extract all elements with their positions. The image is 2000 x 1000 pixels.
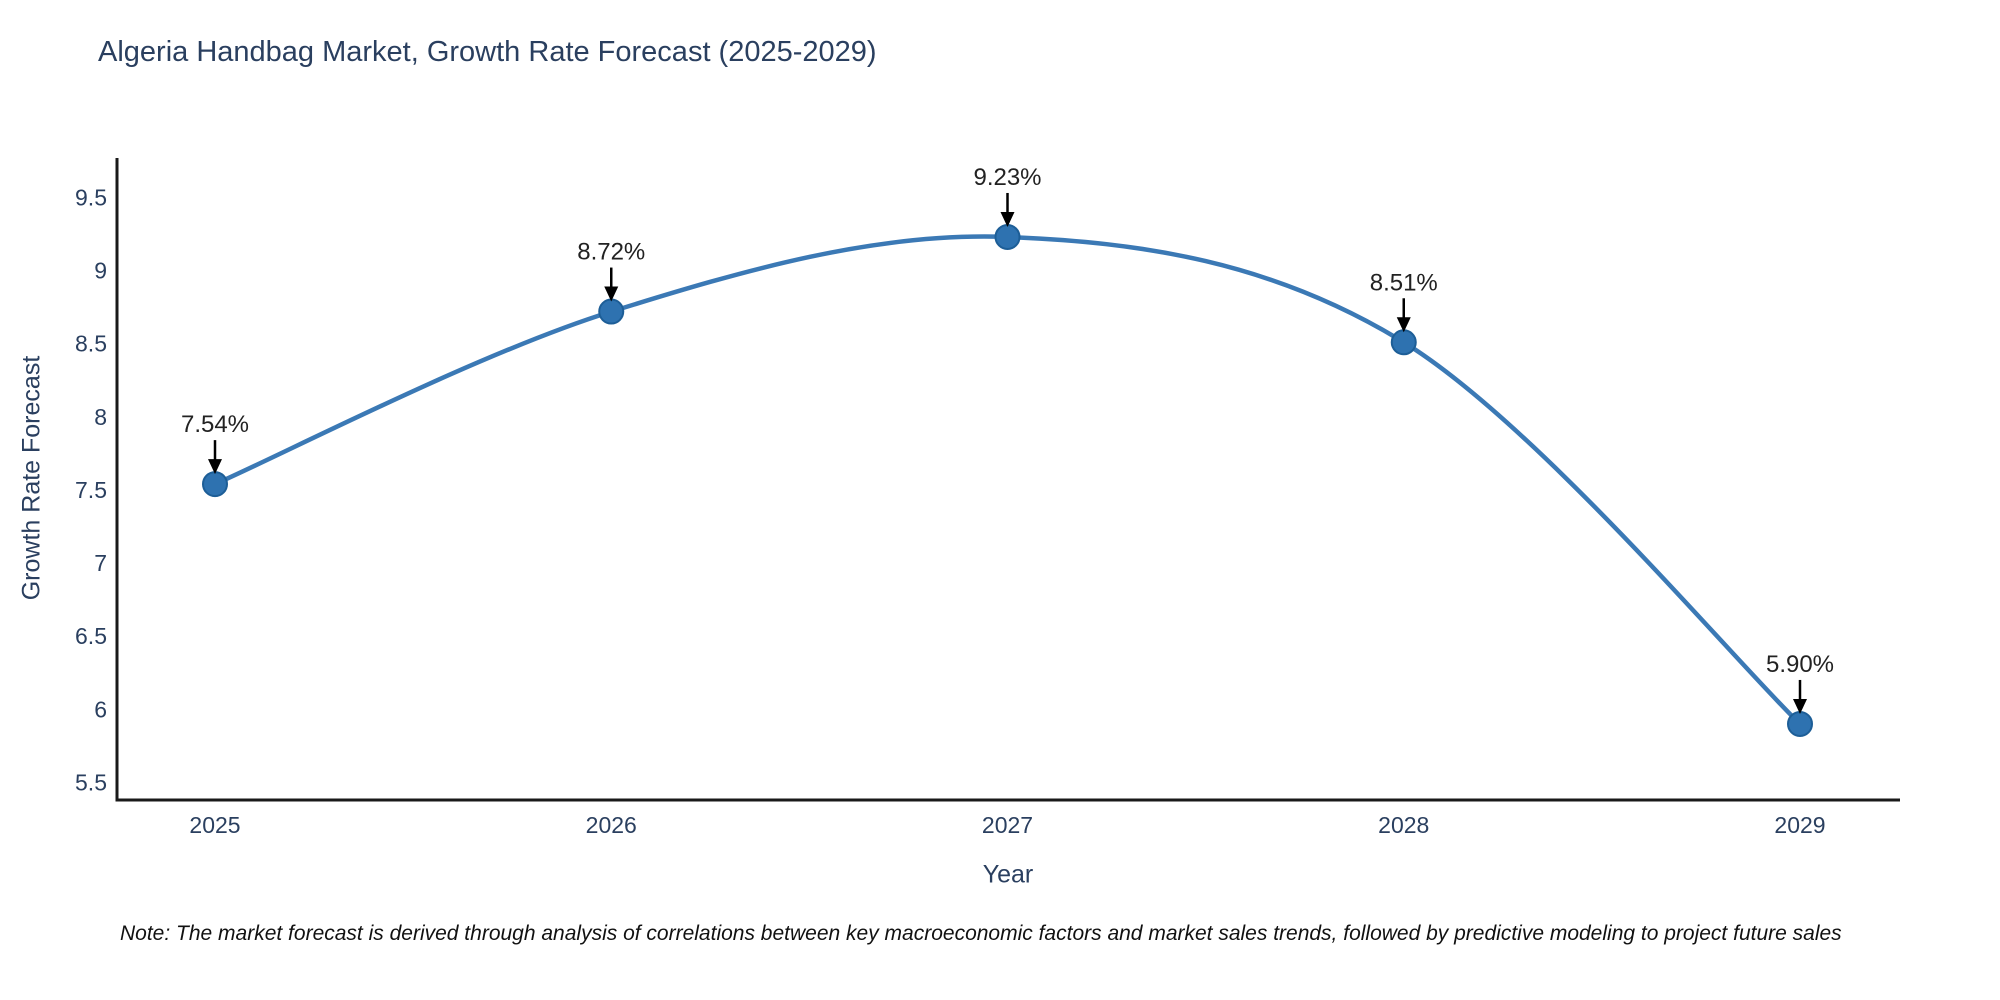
point-annotation-label: 5.90% (1766, 651, 1834, 678)
y-tick-label: 6.5 (75, 623, 107, 649)
y-tick-label: 9.5 (75, 184, 107, 210)
point-annotation-label: 7.54% (181, 411, 249, 438)
data-point-marker[interactable] (1787, 710, 1813, 737)
y-axis-title: Growth Rate Forecast (17, 355, 46, 601)
y-tick-label: 7.5 (75, 477, 107, 503)
x-tick-label: 2027 (982, 812, 1033, 838)
series-line (212, 234, 1803, 727)
x-tick-label: 2025 (189, 812, 240, 838)
y-tick-label: 8 (94, 404, 107, 430)
y-tick-label: 9 (94, 258, 107, 284)
x-axis-title: Year (982, 860, 1034, 889)
x-tick-label: 2026 (586, 812, 637, 838)
data-point-marker[interactable] (202, 471, 228, 498)
data-point-marker[interactable] (994, 223, 1021, 250)
point-annotation-arrowhead (208, 459, 222, 475)
chart-title: Algeria Handbag Market, Growth Rate Fore… (98, 36, 877, 68)
point-annotation-label: 9.23% (973, 164, 1041, 191)
point-annotation-label: 8.51% (1370, 269, 1438, 296)
point-annotation-arrowhead (1793, 698, 1807, 714)
y-tick-label: 7 (94, 550, 107, 576)
data-point-marker[interactable] (598, 298, 625, 325)
point-annotation-arrowhead (1000, 211, 1015, 227)
point-annotation-arrowhead (604, 286, 619, 302)
x-tick-label: 2028 (1378, 812, 1429, 838)
data-point-marker[interactable] (1390, 329, 1417, 356)
y-tick-label: 6 (94, 696, 107, 722)
footnote: Note: The market forecast is derived thr… (120, 922, 1842, 945)
y-tick-label: 8.5 (75, 331, 107, 357)
point-annotation-label: 8.72% (577, 239, 645, 266)
y-tick-label: 5.5 (75, 769, 107, 795)
point-annotation-arrowhead (1396, 317, 1411, 333)
x-tick-label: 2029 (1774, 812, 1825, 838)
